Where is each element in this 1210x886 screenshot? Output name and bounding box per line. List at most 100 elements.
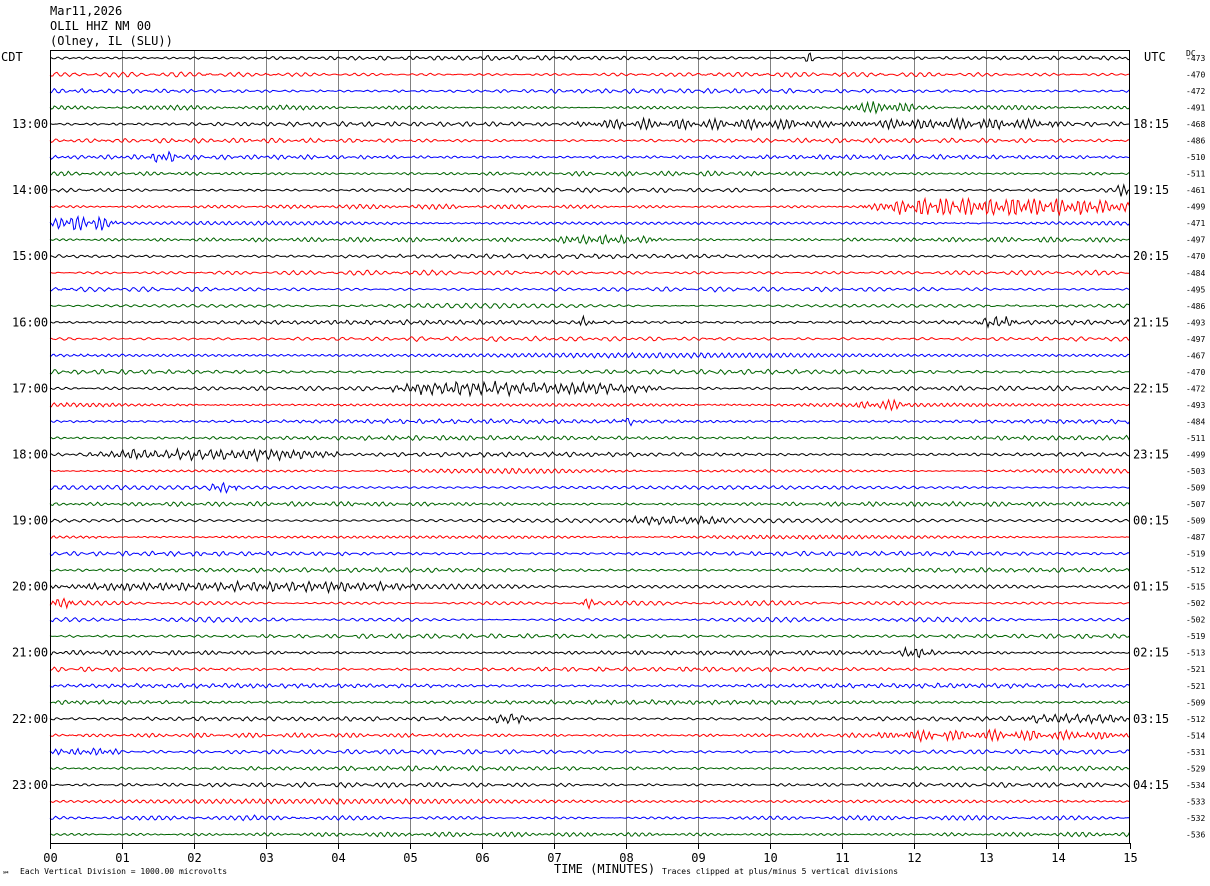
x-tick-label: 15 bbox=[1123, 851, 1137, 865]
dc-offset-label: -521 bbox=[1186, 682, 1205, 691]
dc-offset-label: -471 bbox=[1186, 219, 1205, 228]
dc-offset-label: -529 bbox=[1186, 764, 1205, 773]
trace-31 bbox=[49, 566, 1130, 574]
x-tick-label: 11 bbox=[835, 851, 849, 865]
right-timezone-label: UTC bbox=[1144, 50, 1166, 64]
dc-offset-label: -514 bbox=[1186, 731, 1205, 740]
right-hour-labels: 18:15 19:15 20:15 21:15 22:15 23:15 00:15 01:15… bbox=[1133, 117, 1169, 792]
x-tick-label: 07 bbox=[547, 851, 561, 865]
trace-19 bbox=[49, 368, 1130, 376]
x-tick-label: 05 bbox=[403, 851, 417, 865]
seismic-traces bbox=[49, 52, 1130, 838]
x-axis-label: TIME (MINUTES) bbox=[554, 862, 656, 876]
scale-note: Each Vertical Division = 1000.00 microvo… bbox=[20, 867, 228, 876]
dc-offset-label: -495 bbox=[1186, 285, 1205, 294]
dc-offset-label: -521 bbox=[1186, 665, 1205, 674]
trace-47 bbox=[49, 831, 1130, 838]
x-tick-label: 03 bbox=[259, 851, 273, 865]
trace-10 bbox=[49, 214, 1130, 231]
dc-offset-label: -493 bbox=[1186, 401, 1205, 410]
trace-29 bbox=[50, 534, 1130, 541]
trace-22 bbox=[49, 418, 1130, 427]
trace-12 bbox=[49, 253, 1130, 260]
dc-offset-label: -497 bbox=[1186, 335, 1205, 344]
trace-3 bbox=[49, 100, 1130, 115]
right-hour-label: 00:15 bbox=[1133, 514, 1169, 528]
right-hour-label: 03:15 bbox=[1133, 712, 1169, 726]
trace-38 bbox=[49, 682, 1130, 690]
x-tick-label: 00 bbox=[43, 851, 57, 865]
trace-16 bbox=[49, 314, 1130, 329]
right-hour-label: 22:15 bbox=[1133, 381, 1169, 395]
dc-offset-label: -519 bbox=[1186, 550, 1205, 559]
dc-offset-label: -470 bbox=[1186, 368, 1205, 377]
dc-offset-label: -473 bbox=[1186, 54, 1205, 63]
trace-23 bbox=[49, 434, 1130, 442]
dc-offset-labels: -473 -470 -472 -491 -468 -486 -510 -511 -461 -499… bbox=[1186, 54, 1205, 839]
x-tick-label: 10 bbox=[763, 851, 777, 865]
dc-offset-label: -531 bbox=[1186, 748, 1205, 757]
dc-offset-label: -519 bbox=[1186, 632, 1205, 641]
corner-mark: ℠ bbox=[2, 870, 11, 879]
dc-offset-label: -512 bbox=[1186, 715, 1205, 724]
trace-41 bbox=[49, 727, 1130, 744]
dc-offset-label: -536 bbox=[1186, 830, 1205, 839]
trace-44 bbox=[49, 781, 1130, 789]
trace-32 bbox=[49, 579, 1130, 595]
dc-offset-label: -510 bbox=[1186, 153, 1205, 162]
left-hour-label: 14:00 bbox=[12, 183, 48, 197]
right-hour-label: 02:15 bbox=[1133, 646, 1169, 660]
dc-offset-label: -472 bbox=[1186, 384, 1205, 393]
x-tick-label: 06 bbox=[475, 851, 489, 865]
left-hour-label: 18:00 bbox=[12, 447, 48, 461]
trace-37 bbox=[49, 666, 1130, 673]
dc-offset-label: -484 bbox=[1186, 269, 1205, 278]
clip-note: Traces clipped at plus/minus 5 vertical … bbox=[662, 867, 899, 876]
trace-2 bbox=[49, 87, 1130, 95]
trace-30 bbox=[49, 550, 1130, 558]
dc-offset-label: -515 bbox=[1186, 583, 1205, 592]
header-station: OLIL HHZ NM 00 bbox=[50, 19, 152, 33]
dc-column-label: DC bbox=[1186, 49, 1196, 58]
dc-offset-label: -533 bbox=[1186, 797, 1205, 806]
left-hour-label: 17:00 bbox=[12, 381, 48, 395]
trace-20 bbox=[49, 380, 1130, 398]
x-axis-ticks: 00 01 02 03 04 05 06 07 08 09 10 11 12 13 14 15 bbox=[43, 843, 1138, 865]
left-hour-label: 16:00 bbox=[12, 315, 48, 329]
dc-offset-label: -470 bbox=[1186, 71, 1205, 80]
dc-offset-label: -497 bbox=[1186, 236, 1205, 245]
dc-offset-label: -486 bbox=[1186, 137, 1205, 146]
dc-offset-label: -499 bbox=[1186, 203, 1205, 212]
dc-offset-label: -534 bbox=[1186, 781, 1205, 790]
trace-1 bbox=[49, 71, 1130, 78]
trace-21 bbox=[49, 398, 1130, 412]
left-hour-label: 19:00 bbox=[12, 514, 48, 528]
grid-lines bbox=[122, 51, 1059, 843]
trace-24 bbox=[49, 447, 1130, 463]
right-hour-label: 01:15 bbox=[1133, 580, 1169, 594]
trace-9 bbox=[49, 196, 1130, 217]
dc-offset-label: -472 bbox=[1186, 87, 1205, 96]
trace-43 bbox=[49, 765, 1130, 772]
trace-0 bbox=[50, 52, 1130, 62]
trace-34 bbox=[49, 616, 1130, 624]
dc-offset-label: -468 bbox=[1186, 120, 1205, 129]
trace-36 bbox=[49, 645, 1130, 659]
trace-45 bbox=[49, 798, 1130, 805]
plot-frame bbox=[50, 50, 1130, 844]
right-hour-label: 19:15 bbox=[1133, 183, 1169, 197]
left-hour-label: 15:00 bbox=[12, 249, 48, 263]
trace-7 bbox=[49, 170, 1130, 177]
right-hour-label: 18:15 bbox=[1133, 117, 1169, 131]
trace-42 bbox=[49, 747, 1130, 756]
x-tick-label: 13 bbox=[979, 851, 993, 865]
dc-offset-label: -513 bbox=[1186, 649, 1205, 658]
left-hour-label: 22:00 bbox=[12, 712, 48, 726]
trace-15 bbox=[49, 302, 1130, 309]
left-timezone-label: CDT bbox=[1, 50, 23, 64]
dc-offset-label: -511 bbox=[1186, 170, 1205, 179]
dc-offset-label: -461 bbox=[1186, 186, 1205, 195]
dc-offset-label: -491 bbox=[1186, 104, 1205, 113]
left-hour-label: 21:00 bbox=[12, 646, 48, 660]
